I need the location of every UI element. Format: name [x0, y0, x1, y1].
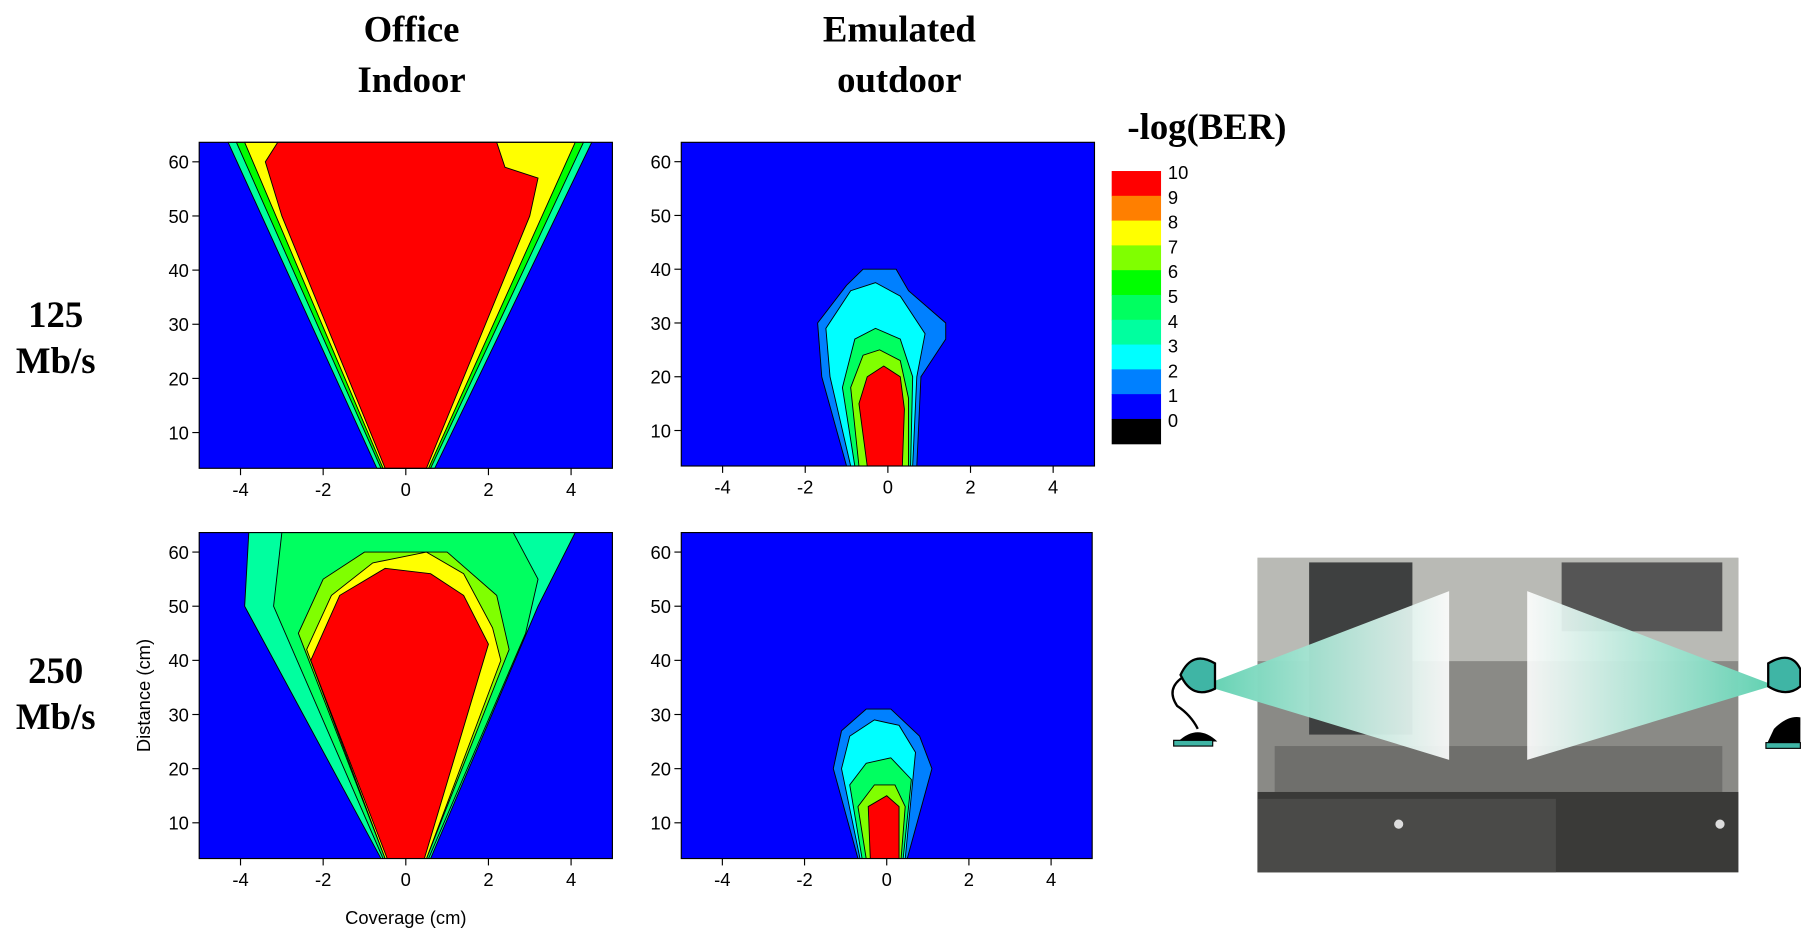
contour-region	[681, 532, 1093, 859]
colorbar-swatch	[1111, 171, 1162, 197]
colorbar-title: -log(BER)	[1127, 106, 1286, 147]
x-tick-label: 2	[483, 479, 493, 500]
colorbar-swatch	[1111, 418, 1162, 445]
y-tick-label: 40	[168, 650, 188, 671]
y-tick-label: 30	[168, 314, 188, 335]
colorbar-swatch	[1111, 245, 1162, 271]
x-tick-label: 0	[882, 869, 892, 890]
contour-region	[867, 795, 900, 860]
x-tick-label: 0	[401, 479, 411, 500]
colorbar-label: 10	[1168, 162, 1188, 183]
y-axis-label: Distance (cm)	[133, 639, 154, 752]
y-tick-label: 40	[651, 650, 671, 671]
y-tick-label: 20	[651, 759, 671, 780]
colorbar-swatch	[1111, 220, 1162, 246]
x-tick-label: 2	[483, 869, 493, 890]
y-tick-label: 20	[168, 368, 188, 389]
column-title: Office	[364, 8, 460, 49]
plot-area	[681, 532, 1093, 860]
colorbar-swatch	[1111, 319, 1162, 346]
y-tick-label: 40	[168, 260, 188, 281]
colorbar-swatch	[1111, 394, 1162, 420]
y-tick-label: 10	[651, 813, 671, 834]
y-tick-label: 30	[168, 704, 188, 725]
x-tick-label: -2	[796, 869, 812, 890]
y-tick-label: 50	[168, 596, 188, 617]
contour-region	[310, 567, 489, 860]
colorbar-label: 0	[1168, 410, 1178, 431]
y-tick-label: 30	[651, 704, 671, 725]
y-tick-label: 10	[651, 420, 671, 441]
x-tick-label: -4	[232, 869, 248, 890]
colorbar-label: 4	[1168, 311, 1178, 332]
colorbar-swatch	[1111, 195, 1162, 222]
colorbar-swatch	[1111, 344, 1162, 370]
y-tick-label: 60	[168, 152, 188, 173]
x-axis-label: Coverage (cm)	[345, 907, 466, 928]
colorbar-swatch	[1111, 270, 1162, 296]
y-tick-label: 20	[168, 759, 188, 780]
y-tick-label: 20	[651, 367, 671, 388]
x-tick-label: -4	[232, 479, 248, 500]
colorbar-label: 7	[1168, 236, 1178, 257]
y-tick-label: 60	[651, 152, 671, 173]
y-tick-label: 40	[651, 259, 671, 280]
x-tick-label: -4	[714, 869, 730, 890]
colorbar-label: 5	[1168, 286, 1178, 307]
column-title: Emulated	[823, 8, 977, 49]
x-tick-label: 0	[401, 869, 411, 890]
colorbar-label: 1	[1168, 385, 1178, 406]
colorbar-label: 9	[1168, 187, 1178, 208]
plot-area	[199, 532, 613, 860]
x-tick-label: 4	[566, 479, 576, 500]
colorbar-label: 2	[1168, 360, 1178, 381]
row-label: 250	[28, 650, 83, 691]
colorbar-label: 3	[1168, 336, 1178, 357]
y-tick-label: 60	[168, 542, 188, 563]
plot-area	[681, 142, 1095, 467]
x-tick-label: 4	[1048, 477, 1058, 498]
row-label: 125	[28, 294, 83, 335]
x-tick-label: 4	[1046, 869, 1056, 890]
row-label: Mb/s	[16, 340, 96, 381]
x-tick-label: -4	[714, 477, 730, 498]
x-tick-label: 4	[566, 869, 576, 890]
x-tick-label: 0	[883, 477, 893, 498]
colorbar-label: 8	[1168, 212, 1178, 233]
x-tick-label: 2	[964, 869, 974, 890]
y-tick-label: 50	[651, 205, 671, 226]
row-label: Mb/s	[16, 696, 96, 737]
photo	[1171, 557, 1801, 873]
y-tick-label: 30	[651, 313, 671, 334]
contour-region	[264, 141, 539, 469]
plot-area	[199, 141, 613, 469]
y-tick-label: 10	[168, 813, 188, 834]
colorbar-label: 6	[1168, 261, 1178, 282]
y-tick-label: 50	[168, 206, 188, 227]
x-tick-label: 2	[965, 477, 975, 498]
y-tick-label: 60	[651, 542, 671, 563]
y-tick-label: 10	[168, 422, 188, 443]
contour-region	[858, 365, 905, 467]
column-title: outdoor	[837, 59, 961, 100]
x-tick-label: -2	[315, 479, 331, 500]
colorbar-swatch	[1111, 369, 1162, 395]
x-tick-label: -2	[797, 477, 813, 498]
y-tick-label: 50	[651, 596, 671, 617]
column-title: Indoor	[357, 59, 465, 100]
x-tick-label: -2	[315, 869, 331, 890]
colorbar-swatch	[1111, 294, 1162, 321]
